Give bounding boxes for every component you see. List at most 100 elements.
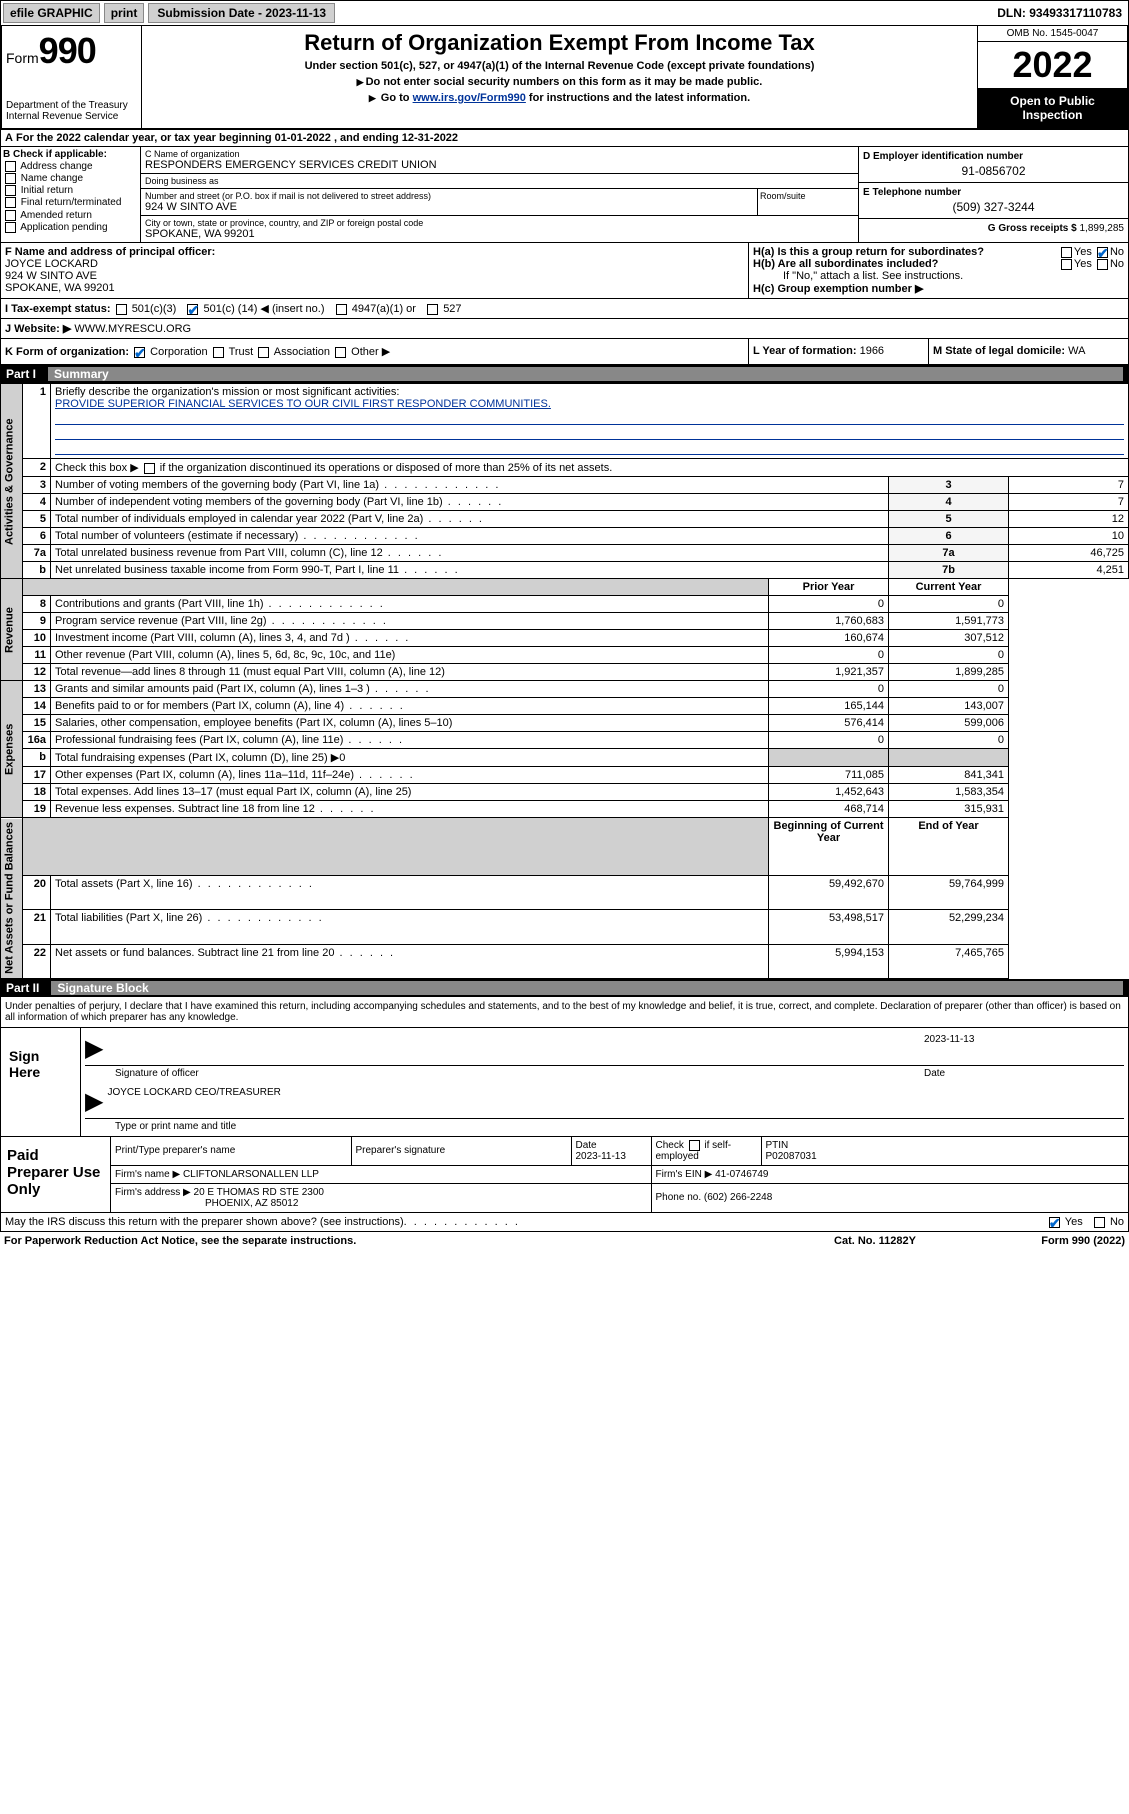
form-header: Form990 Department of the Treasury Inter… (0, 26, 1129, 130)
opt-address-change: Address change (20, 161, 92, 172)
desc: Program service revenue (Part VIII, line… (55, 615, 267, 627)
rev-row-11: 11Other revenue (Part VIII, column (A), … (1, 647, 1129, 664)
ha-no[interactable] (1097, 247, 1108, 258)
exp-row-17: 17Other expenses (Part IX, column (A), l… (1, 767, 1129, 784)
prep-date-value: 2023-11-13 (576, 1151, 626, 1162)
prior: 1,760,683 (769, 613, 889, 630)
chk-name-change[interactable] (5, 173, 16, 184)
hb-no[interactable] (1097, 259, 1108, 270)
firm-name-label: Firm's name ▶ (115, 1169, 180, 1180)
firm-ein-value: 41-0746749 (715, 1169, 768, 1180)
block-h: H(a) Is this a group return for subordin… (748, 243, 1128, 298)
chk-corp[interactable] (134, 347, 145, 358)
hb-note: If "No," attach a list. See instructions… (753, 270, 1124, 282)
print-button[interactable]: print (104, 3, 145, 23)
prior: 59,492,670 (769, 876, 889, 910)
curr: 1,899,285 (889, 664, 1009, 681)
ln: 8 (23, 596, 51, 613)
chk-amended[interactable] (5, 210, 16, 221)
desc: Total unrelated business revenue from Pa… (55, 547, 383, 559)
signature-declaration: Under penalties of perjury, I declare th… (0, 997, 1129, 1028)
form-org-label: K Form of organization: (5, 346, 129, 358)
sign-here-block: Sign Here ▶ 2023-11-13 Signature of offi… (0, 1028, 1129, 1137)
irs-link[interactable]: www.irs.gov/Form990 (413, 92, 526, 104)
desc: Total number of volunteers (estimate if … (55, 530, 298, 542)
sig-name-title: JOYCE LOCKARD CEO/TREASURER (107, 1087, 280, 1116)
ptin-label: PTIN (766, 1140, 789, 1151)
preparer-label: Paid Preparer Use Only (1, 1137, 111, 1212)
curr: 599,006 (889, 715, 1009, 732)
ln-2: 2 (23, 459, 51, 477)
domicile-value: WA (1068, 345, 1085, 357)
row-fh: F Name and address of principal officer:… (0, 243, 1129, 299)
curr: 52,299,234 (889, 910, 1009, 944)
curr: 143,007 (889, 698, 1009, 715)
chk-pending[interactable] (5, 222, 16, 233)
desc: Other expenses (Part IX, column (A), lin… (55, 769, 354, 781)
ln: 20 (23, 876, 51, 910)
desc: Total assets (Part X, line 16) (55, 878, 193, 890)
ein-label: D Employer identification number (863, 151, 1023, 162)
opt-trust: Trust (229, 346, 254, 358)
vtab-governance: Activities & Governance (1, 384, 23, 579)
curr: 1,591,773 (889, 613, 1009, 630)
chk-self-emp[interactable] (689, 1140, 700, 1151)
curr: 307,512 (889, 630, 1009, 647)
exp-row-15: 15Salaries, other compensation, employee… (1, 715, 1129, 732)
vtab-expenses: Expenses (1, 681, 23, 818)
preparer-table: Print/Type preparer's name Preparer's si… (111, 1137, 1128, 1212)
chk-assoc[interactable] (258, 347, 269, 358)
opt-501c-pre: 501(c) ( (204, 303, 242, 315)
chk-final[interactable] (5, 197, 16, 208)
prior: 1,452,643 (769, 784, 889, 801)
desc: Total number of individuals employed in … (55, 513, 423, 525)
ln: 13 (23, 681, 51, 698)
ln: 22 (23, 944, 51, 978)
val: 4,251 (1009, 562, 1129, 579)
firm-phone-label: Phone no. (656, 1192, 702, 1203)
officer-label: F Name and address of principal officer: (5, 246, 215, 258)
chk-initial[interactable] (5, 185, 16, 196)
val: 12 (1009, 511, 1129, 528)
dba-label: Doing business as (145, 176, 854, 186)
gov-row-7b: bNet unrelated business taxable income f… (1, 562, 1129, 579)
opt-501c3: 501(c)(3) (132, 303, 177, 315)
sig-arrow-icon: ▶ (85, 1034, 103, 1063)
chk-501c[interactable] (187, 304, 198, 315)
prior: 468,714 (769, 801, 889, 818)
vtab-net: Net Assets or Fund Balances (1, 818, 23, 979)
opt-amended: Amended return (20, 210, 92, 221)
chk-discontinued[interactable] (144, 463, 155, 474)
chk-501c3[interactable] (116, 304, 127, 315)
hc-label: H(c) Group exemption number ▶ (753, 283, 923, 295)
discuss-no[interactable] (1094, 1217, 1105, 1228)
ln: 21 (23, 910, 51, 944)
curr: 1,583,354 (889, 784, 1009, 801)
ln: 6 (23, 528, 51, 545)
chk-4947[interactable] (336, 304, 347, 315)
desc: Investment income (Part VIII, column (A)… (55, 632, 350, 644)
discuss-yes-label: Yes (1065, 1216, 1083, 1228)
prior: 165,144 (769, 698, 889, 715)
ha-yes[interactable] (1061, 247, 1072, 258)
desc: Number of voting members of the governin… (55, 479, 379, 491)
chk-other[interactable] (335, 347, 346, 358)
chk-trust[interactable] (213, 347, 224, 358)
chk-address-change[interactable] (5, 161, 16, 172)
phone-label: E Telephone number (863, 187, 961, 198)
curr: 841,341 (889, 767, 1009, 784)
opt-501c-val: 14 (241, 303, 253, 315)
hb-yes[interactable] (1061, 259, 1072, 270)
chk-527[interactable] (427, 304, 438, 315)
org-name: RESPONDERS EMERGENCY SERVICES CREDIT UNI… (145, 159, 854, 171)
discuss-yes[interactable] (1049, 1217, 1060, 1228)
col-end: End of Year (889, 818, 1009, 876)
net-row-20: 20 Total assets (Part X, line 16) 59,492,6… (1, 876, 1129, 910)
ptin-value: P02087031 (766, 1151, 817, 1162)
desc: Total revenue—add lines 8 through 11 (mu… (51, 664, 769, 681)
no-label: No (1110, 246, 1124, 258)
curr: 0 (889, 596, 1009, 613)
rev-row-10: 10Investment income (Part VIII, column (… (1, 630, 1129, 647)
discuss-row: May the IRS discuss this return with the… (0, 1213, 1129, 1232)
efile-label: efile GRAPHIC (3, 3, 100, 23)
